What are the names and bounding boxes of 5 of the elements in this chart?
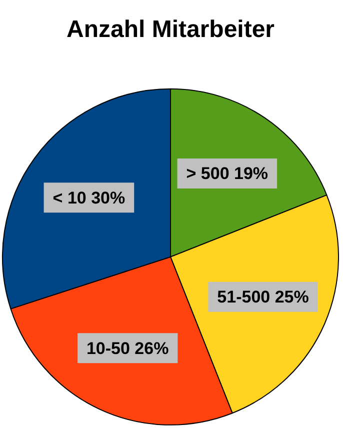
slice-label: 51-500 25% xyxy=(217,288,309,307)
chart-title: Anzahl Mitarbeiter xyxy=(66,16,275,44)
slice-label: 10-50 26% xyxy=(86,338,169,358)
slice-label: > 500 19% xyxy=(186,164,268,184)
slice-label: < 10 30% xyxy=(52,188,126,208)
